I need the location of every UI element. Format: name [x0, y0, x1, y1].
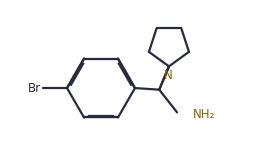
Text: N: N [164, 69, 173, 82]
Text: NH₂: NH₂ [192, 108, 215, 121]
Text: Br: Br [28, 82, 41, 95]
